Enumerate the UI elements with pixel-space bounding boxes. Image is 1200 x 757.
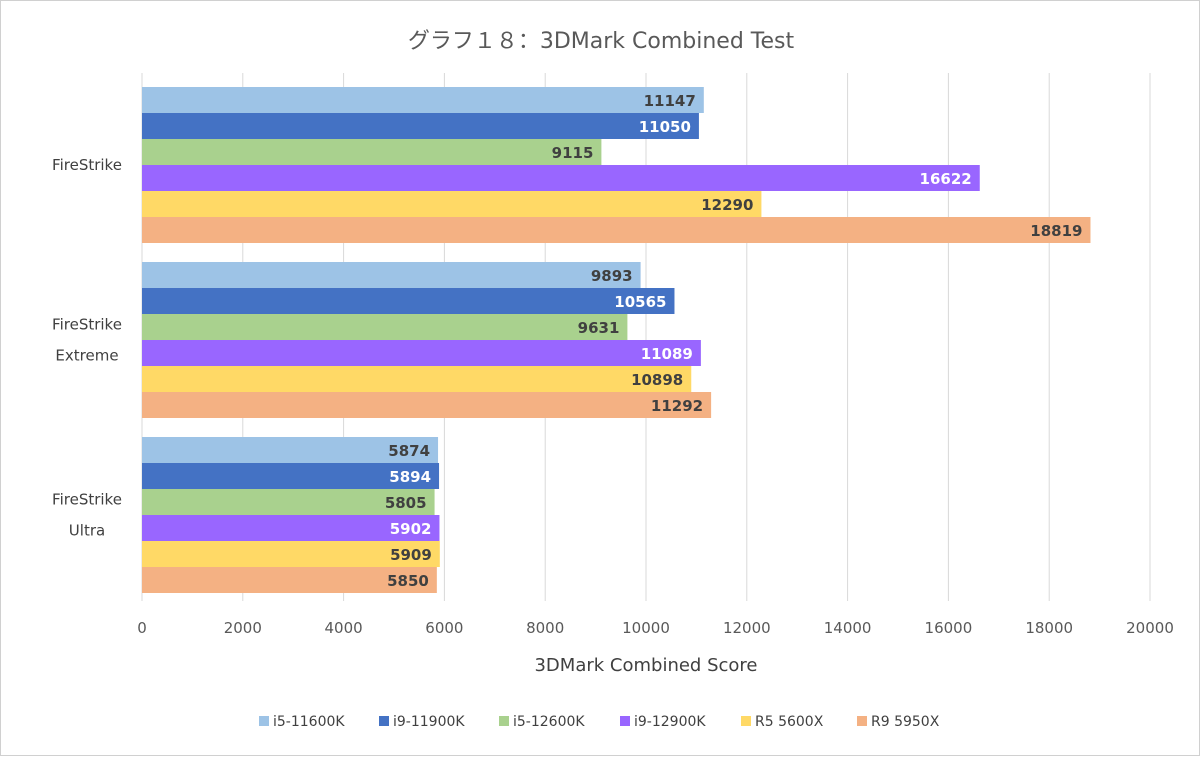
x-axis-title: 3DMark Combined Score (534, 655, 757, 676)
x-tick-label: 10000 (622, 619, 670, 637)
bar (142, 165, 980, 191)
bar (142, 87, 704, 113)
x-tick-label: 20000 (1126, 619, 1174, 637)
bar (142, 217, 1091, 243)
bar (142, 191, 762, 217)
legend-swatch (499, 716, 509, 726)
bar (142, 567, 437, 593)
bar (142, 437, 439, 463)
bar (142, 366, 692, 392)
legend: i5-11600K i9-11900K i5-12600K i9-12900K R5 5… (259, 714, 940, 730)
category-label: Extreme (55, 347, 118, 365)
category-label: FireStrike (52, 156, 122, 174)
x-tick-label: 4000 (325, 619, 363, 637)
legend-label: R5 5600X (755, 714, 824, 730)
data-label: 12290 (701, 196, 753, 214)
x-tick-label: 18000 (1025, 619, 1073, 637)
bar (142, 515, 440, 541)
x-tick-label: 0 (137, 619, 147, 637)
data-label: 5805 (385, 494, 427, 512)
data-label: 5902 (390, 520, 432, 538)
bar (142, 392, 712, 418)
bar (142, 113, 699, 139)
bar (142, 463, 440, 489)
legend-label: i9-11900K (393, 714, 465, 730)
data-label: 9115 (552, 144, 594, 162)
x-tick-label: 12000 (723, 619, 771, 637)
data-label: 9631 (578, 319, 620, 337)
legend-label: i5-12600K (513, 714, 585, 730)
data-label: 5894 (389, 468, 431, 486)
legend-label: R9 5950X (871, 714, 940, 730)
bar (142, 489, 435, 515)
category-labels: FireStrike FireStrike Extreme FireStrike Ult… (52, 156, 122, 540)
category-label: FireStrike (52, 316, 122, 334)
data-label: 11050 (639, 118, 691, 136)
x-tick-labels: 0 2000 4000 6000 8000 10000 12000 14000 16000 180… (137, 619, 1174, 637)
data-label: 18819 (1030, 222, 1082, 240)
data-label: 9893 (591, 267, 633, 285)
bars (142, 87, 1091, 593)
category-label: Ultra (69, 522, 105, 540)
x-tick-label: 6000 (425, 619, 463, 637)
x-tick-label: 14000 (824, 619, 872, 637)
legend-swatch (620, 716, 630, 726)
data-label: 11147 (644, 92, 696, 110)
x-tick-label: 8000 (526, 619, 564, 637)
data-label: 11292 (651, 397, 703, 415)
bar (142, 314, 628, 340)
data-labels: 11147 11050 9115 16622 12290 18819 9893 10565 96… (385, 92, 1083, 590)
bar (142, 262, 641, 288)
legend-swatch (741, 716, 751, 726)
legend-swatch (857, 716, 867, 726)
legend-swatch (259, 716, 269, 726)
data-label: 5850 (387, 572, 429, 590)
bar (142, 340, 701, 366)
bar (142, 541, 440, 567)
bar (142, 139, 602, 165)
x-tick-label: 2000 (224, 619, 262, 637)
data-label: 5909 (390, 546, 432, 564)
chart-title: グラフ１８：3DMark Combined Test (408, 29, 795, 54)
data-label: 10565 (614, 293, 666, 311)
data-label: 10898 (631, 371, 683, 389)
data-label: 11089 (641, 345, 693, 363)
x-tick-label: 16000 (925, 619, 973, 637)
legend-label: i5-11600K (273, 714, 345, 730)
bar (142, 288, 675, 314)
legend-swatch (379, 716, 389, 726)
data-label: 16622 (920, 170, 972, 188)
legend-label: i9-12900K (634, 714, 706, 730)
category-label: FireStrike (52, 491, 122, 509)
data-label: 5874 (388, 442, 430, 460)
